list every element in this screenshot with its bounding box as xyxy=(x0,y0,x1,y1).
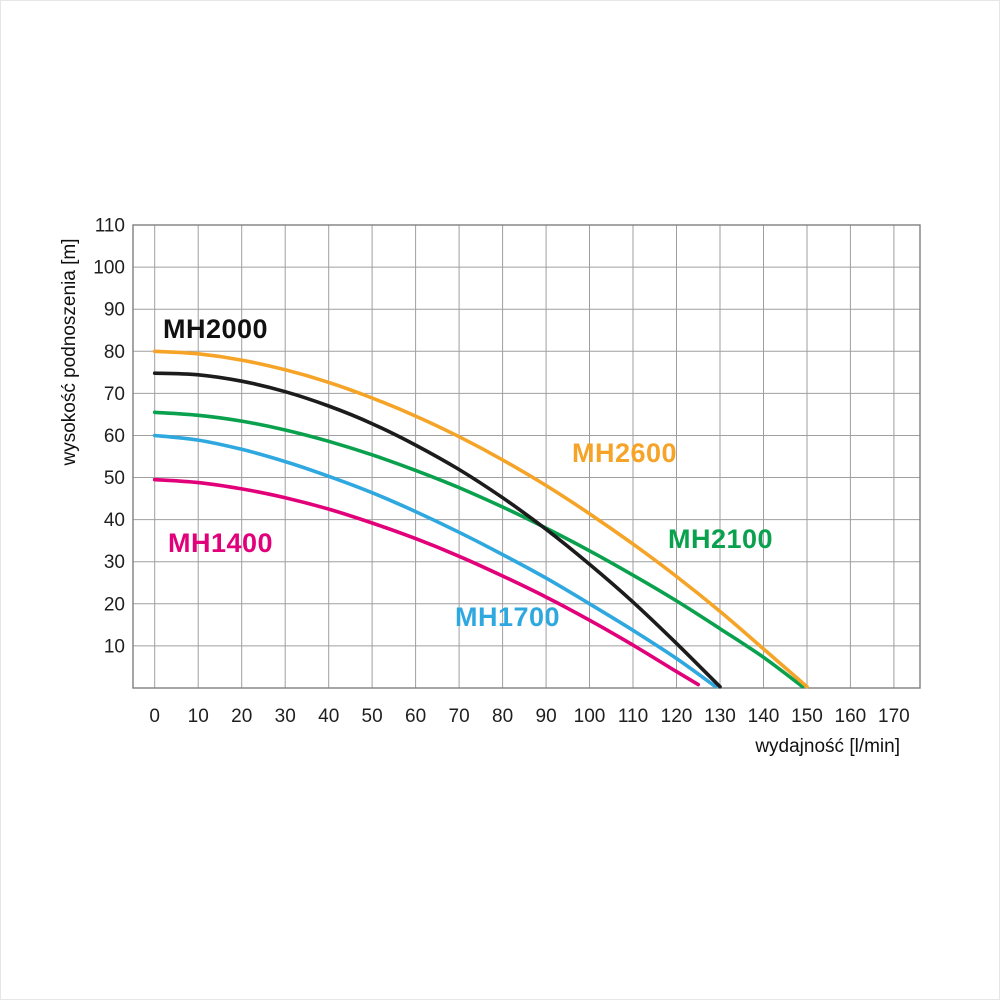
curve-mh2000 xyxy=(152,371,722,689)
x-tick-label: 170 xyxy=(878,706,910,727)
curve-mh2600 xyxy=(152,349,809,689)
y-tick-label: 110 xyxy=(95,216,125,237)
series-label-mh1400: MH1400 xyxy=(168,528,274,558)
series-label-mh2600: MH2600 xyxy=(572,438,678,468)
x-tick-label: 10 xyxy=(188,706,209,727)
x-tick-label: 20 xyxy=(231,706,252,727)
x-tick-label: 160 xyxy=(835,706,867,727)
y-axis-title: wysokość podnoszenia [m] xyxy=(59,238,80,466)
y-tick-label: 10 xyxy=(104,636,125,657)
x-tick-label: 110 xyxy=(618,706,648,727)
y-tick-label: 50 xyxy=(104,468,125,489)
x-tick-label: 80 xyxy=(492,706,513,727)
x-tick-label: 130 xyxy=(704,706,736,727)
x-tick-label: 50 xyxy=(362,706,383,727)
x-tick-label: 70 xyxy=(449,706,470,727)
series-label-mh2000: MH2000 xyxy=(163,314,269,344)
x-tick-label: 0 xyxy=(149,706,160,727)
y-tick-label: 90 xyxy=(104,300,125,321)
x-tick-label: 40 xyxy=(318,706,339,727)
curve-mh1700 xyxy=(152,433,718,689)
x-tick-label: 60 xyxy=(405,706,426,727)
y-tick-label: 40 xyxy=(104,510,125,531)
y-tick-label: 20 xyxy=(104,594,125,615)
x-axis-title: wydajność [l/min] xyxy=(755,736,900,757)
curve-mh2100 xyxy=(152,410,805,689)
x-tick-label: 140 xyxy=(748,706,780,727)
x-tick-label: 30 xyxy=(275,706,296,727)
x-tick-label: 150 xyxy=(791,706,823,727)
y-tick-label: 70 xyxy=(104,384,125,405)
x-tick-label: 90 xyxy=(536,706,557,727)
series-label-mh2100: MH2100 xyxy=(668,524,774,554)
x-tick-label: 100 xyxy=(574,706,606,727)
x-tick-label: 120 xyxy=(661,706,693,727)
y-tick-label: 80 xyxy=(104,342,125,363)
y-tick-label: 30 xyxy=(104,552,125,573)
plot-frame xyxy=(132,224,921,689)
y-tick-label: 100 xyxy=(93,258,125,279)
series-label-mh1700: MH1700 xyxy=(455,602,561,632)
y-tick-label: 60 xyxy=(104,426,125,447)
curve-mh1400 xyxy=(152,477,700,687)
